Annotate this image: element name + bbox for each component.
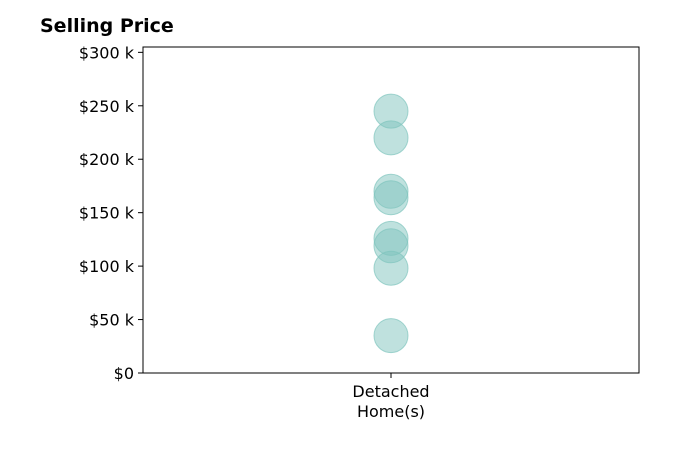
- data-point: [373, 120, 409, 156]
- data-point: [373, 180, 409, 216]
- x-tick-label: Detached: [352, 382, 429, 401]
- y-tick-label: $100 k: [79, 257, 135, 276]
- x-tick-label: Home(s): [357, 402, 425, 421]
- chart-title: Selling Price: [40, 15, 174, 37]
- data-point: [373, 250, 409, 286]
- y-tick-label: $150 k: [79, 204, 135, 223]
- data-point: [373, 318, 409, 354]
- y-tick-label: $50 k: [89, 311, 135, 330]
- points-layer: [373, 93, 409, 354]
- y-tick-label: $200 k: [79, 150, 135, 169]
- y-tick-label: $250 k: [79, 97, 135, 116]
- y-axis: $0 $50 k $100 k $150 k $200 k $250 k $300 k: [79, 43, 143, 383]
- y-tick-label: $0: [114, 364, 134, 383]
- y-tick-label: $300 k: [79, 43, 135, 62]
